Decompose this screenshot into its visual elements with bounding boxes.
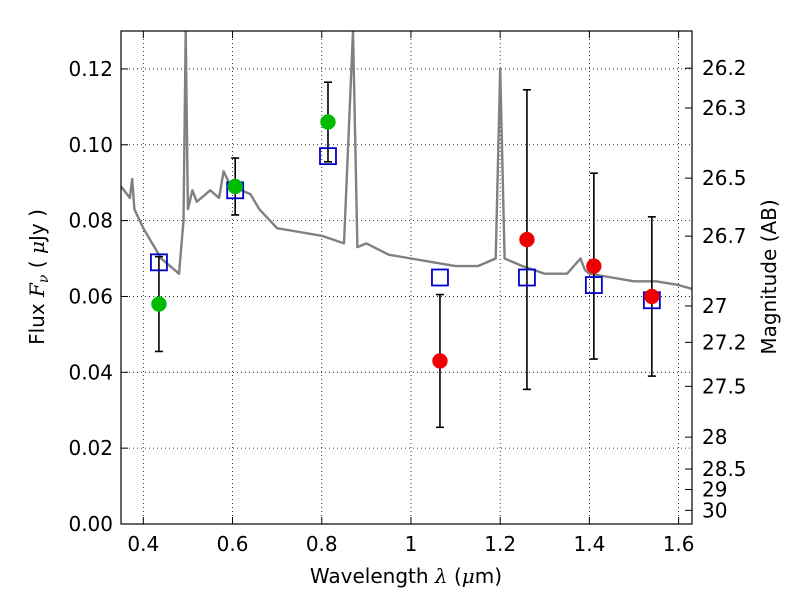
y2-tick-label: 26.2 [702,56,747,80]
x-axis-title: Wavelength λ (μm) [310,564,502,588]
y2-tick-label: 27.2 [702,330,747,354]
y-axis-title: Flux Fν ( μJy ) [25,209,52,345]
observed-flux-point [320,114,336,130]
y2-tick-label: 28.5 [702,457,747,481]
x-axis: 0.4 0.6 0.8 1 1.2 1.4 1.6 [127,31,695,556]
x-tick-label: 0.4 [127,532,159,556]
x-tick-label: 1.2 [484,532,516,556]
observed-flux-point [227,178,243,195]
y-tick-label: 0.04 [68,360,113,384]
y2-tick-label: 28 [702,425,727,449]
y2-axis-title: Magnitude (AB) [757,199,781,354]
y-tick-label: 0.02 [68,436,113,460]
model-band-flux-square [150,253,168,272]
observed-flux-point [519,231,535,248]
model-spectrum-line [121,31,692,291]
model-band-flux-square [584,276,603,294]
x-tick-label: 1.6 [663,532,695,556]
observed-flux-point [586,258,602,274]
observed-flux-point [432,353,448,369]
y2-tick-label: 27 [702,294,727,318]
y2-tick-label: 26.3 [702,96,747,120]
x-tick-label: 0.8 [306,532,338,556]
y2-tick-label: 29 [702,477,727,501]
y-tick-label: 0.12 [68,57,113,81]
model-band-flux-square [518,268,536,287]
y-tick-label: 0.08 [68,209,113,233]
y2-tick-label: 27.5 [702,374,747,398]
observed-flux-point [151,296,167,312]
plot-frame [120,30,693,525]
y2-tick-label: 26.5 [702,166,747,190]
x-tick-label: 0.6 [217,532,249,556]
x-tick-label: 1 [405,532,418,556]
observed-flux-point [644,288,660,305]
plot-data-layer [121,31,692,429]
y-tick-label: 0.10 [68,133,113,157]
y-tick-label: 0.06 [68,284,113,308]
y-tick-label: 0.00 [68,512,113,536]
model-band-flux-square [319,147,337,166]
y-axis: 0.00 0.02 0.04 0.06 0.08 0.10 0.12 [68,57,128,536]
y2-tick-label: 30 [702,498,727,522]
y2-tick-label: 26.7 [702,224,747,248]
model-band-flux-square [431,268,449,287]
x-tick-label: 1.4 [573,532,605,556]
